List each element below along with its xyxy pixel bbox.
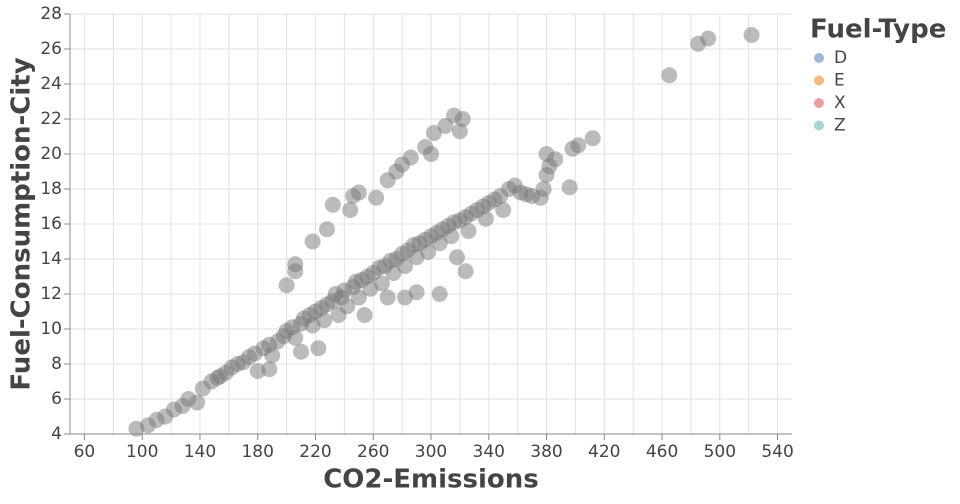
point — [477, 210, 494, 227]
point — [319, 221, 336, 238]
point — [316, 312, 333, 329]
y-tick-label: 18 — [40, 179, 62, 199]
point — [212, 368, 229, 385]
x-tick-label: 540 — [761, 442, 793, 462]
point — [451, 123, 468, 140]
point — [261, 361, 278, 378]
point — [287, 329, 304, 346]
point — [454, 111, 471, 127]
points — [128, 27, 760, 437]
x-tick-label: 460 — [646, 442, 678, 462]
point — [547, 151, 564, 168]
point — [584, 130, 601, 147]
x-tick-label: 300 — [415, 442, 447, 462]
point — [431, 286, 448, 302]
legend-title: Fuel-Type — [810, 15, 946, 45]
y-tick-label: 6 — [51, 389, 62, 409]
y-tick-label: 10 — [40, 319, 62, 339]
point — [535, 181, 552, 197]
point — [423, 146, 439, 162]
y-tick-label: 22 — [40, 109, 62, 129]
point — [561, 179, 578, 196]
point — [304, 233, 321, 250]
point — [350, 184, 367, 201]
point — [330, 307, 347, 323]
y-tick-label: 8 — [51, 354, 62, 374]
point — [443, 228, 460, 245]
x-tick-label: 420 — [588, 442, 620, 462]
x-tick-label: 180 — [241, 442, 273, 462]
legend-label: X — [834, 93, 846, 113]
y-tick-label: 14 — [40, 249, 62, 269]
point — [368, 189, 385, 206]
y-tick-label: 28 — [40, 4, 62, 24]
point — [293, 343, 310, 360]
point — [356, 307, 373, 323]
y-axis-title: Fuel-Consumption-City — [7, 57, 37, 390]
legend-swatch — [814, 75, 824, 86]
grid — [70, 13, 792, 435]
point — [460, 223, 477, 239]
x-tick-label: 100 — [126, 442, 158, 462]
point — [402, 149, 419, 166]
legend-label: D — [834, 48, 847, 68]
point — [700, 30, 717, 47]
legend-label: E — [834, 71, 845, 91]
point — [661, 67, 678, 84]
point — [324, 196, 341, 213]
x-tick-label: 500 — [704, 442, 736, 462]
x-tick-label: 260 — [357, 442, 389, 462]
y-tick-label: 12 — [40, 284, 62, 304]
y-tick-label: 16 — [40, 214, 62, 234]
axes: 60 100 140 180 220 260 300 340 380 420 460 500 540 4 6… — [40, 4, 793, 462]
point — [379, 289, 396, 306]
legend-swatch — [814, 98, 824, 108]
point — [189, 394, 206, 411]
x-tick-label: 140 — [184, 442, 216, 462]
point — [310, 340, 327, 357]
y-tick-label: 4 — [51, 424, 62, 444]
y-tick-label: 20 — [40, 144, 62, 164]
point — [408, 284, 425, 301]
point — [431, 235, 448, 252]
point — [278, 277, 295, 294]
point — [420, 244, 437, 260]
legend-swatch — [814, 120, 824, 131]
point — [457, 263, 474, 280]
x-axis-title: CO2-Emissions — [323, 465, 539, 495]
point — [373, 275, 390, 292]
y-tick-label: 24 — [40, 74, 62, 94]
x-tick-label: 340 — [473, 442, 505, 462]
point — [538, 167, 555, 183]
point — [342, 202, 359, 218]
point — [743, 27, 760, 43]
point — [425, 125, 442, 141]
point — [570, 137, 587, 154]
point — [287, 256, 304, 273]
legend-swatch — [814, 53, 824, 63]
point — [264, 347, 281, 364]
point — [385, 265, 402, 281]
point — [495, 202, 512, 218]
point — [350, 289, 367, 306]
x-tick-label: 380 — [530, 442, 562, 462]
legend-label: Z — [834, 116, 846, 136]
point — [437, 118, 454, 134]
x-tick-label: 60 — [74, 442, 96, 462]
point — [397, 258, 414, 274]
x-tick-label: 220 — [299, 442, 331, 462]
point — [448, 249, 465, 266]
y-tick-label: 26 — [40, 39, 62, 59]
